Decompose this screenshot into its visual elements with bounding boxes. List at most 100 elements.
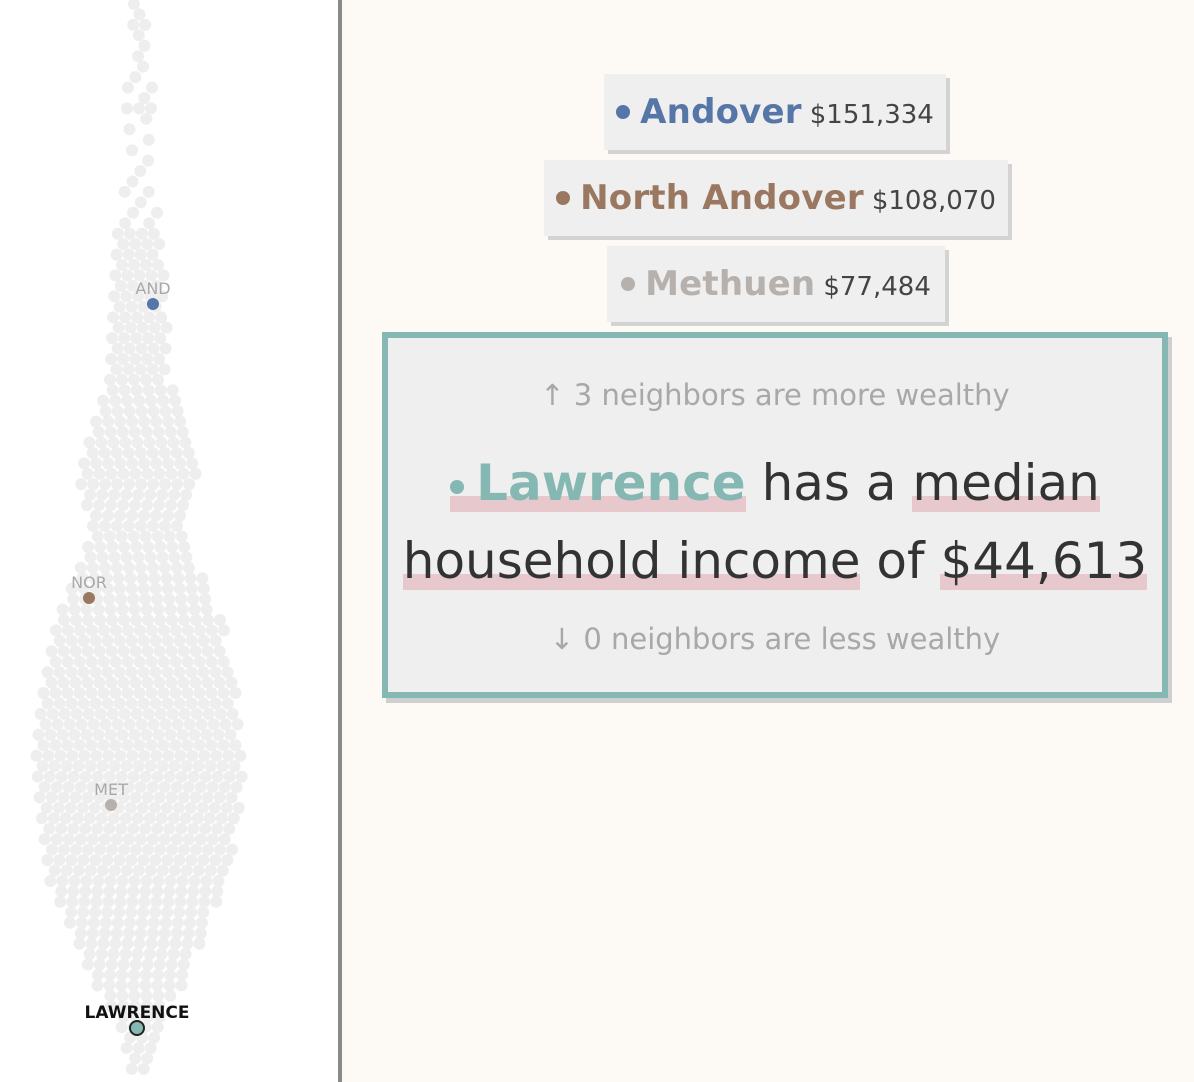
swarm-dot (221, 697, 234, 710)
swarm-dot (125, 854, 138, 867)
swarm-dot (177, 676, 190, 689)
swarm-dot (162, 415, 175, 428)
swarm-dot (158, 520, 171, 532)
swarm-dot-andover[interactable] (147, 298, 159, 310)
swarm-dot (89, 854, 102, 867)
swarm-dot (115, 530, 128, 543)
swarm-dot (66, 895, 79, 908)
swarm-dot-methuen[interactable] (105, 799, 117, 811)
swarm-dot-lawrence[interactable] (129, 1020, 145, 1036)
swarm-dot (113, 666, 126, 679)
swarm-dot (129, 1000, 142, 1013)
swarm-dot (214, 843, 226, 856)
swarm-dot (58, 843, 70, 856)
swarm-dot (147, 227, 160, 240)
swarm-dot (108, 760, 121, 773)
swarm-dot (131, 311, 144, 324)
swarm-dot (119, 311, 132, 324)
swarm-dot (146, 520, 159, 532)
swarm-dot (162, 749, 175, 762)
swarm-dot (79, 822, 92, 835)
swarm-dot (219, 718, 232, 731)
swarm-dot (139, 979, 152, 992)
swarm-dot (170, 927, 183, 940)
swarm-dot (159, 478, 172, 491)
neighbor-card-andover[interactable]: Andover $151,334 (604, 74, 946, 150)
swarm-dot (54, 749, 67, 762)
swarm-dot (121, 937, 134, 950)
swarm-dot (50, 781, 63, 793)
swarm-dot (162, 509, 174, 522)
swarm-dot (41, 697, 54, 710)
swarm-dot (113, 300, 126, 313)
swarm-dot (104, 603, 117, 616)
swarm-dot (217, 655, 230, 668)
swarm-dot (86, 927, 99, 940)
swarm-dot (53, 666, 66, 679)
swarm-dot (74, 781, 87, 793)
swarm-dot (213, 645, 226, 658)
swarm-dot (132, 50, 145, 63)
swarm-dot (143, 436, 156, 449)
swarm-dot (74, 927, 87, 940)
swarm-dot (143, 948, 156, 960)
swarm-dot (96, 760, 109, 773)
swarm-dot (153, 676, 166, 689)
swarm-dot (151, 593, 164, 606)
swarm-dot (108, 290, 121, 303)
swarm-dot (104, 875, 117, 887)
swarm-dot (123, 478, 136, 491)
swarm-dot (123, 916, 136, 929)
swarm-dot (143, 812, 156, 825)
swarm-dot (97, 687, 110, 699)
swarm-dot (129, 353, 142, 365)
swarm-dot (83, 436, 96, 449)
swarm-dot (133, 655, 146, 668)
swarm-dot (121, 624, 134, 637)
swarm-dot (197, 906, 210, 919)
swarm-dot (82, 843, 94, 856)
swarm-dot (226, 843, 238, 856)
swarm-dot (109, 937, 122, 950)
swarm-dot (215, 812, 228, 825)
swarm-dot (117, 791, 130, 804)
swarm-dot (160, 321, 173, 334)
swarm-dot (77, 634, 90, 647)
swarm-dot (82, 614, 94, 626)
swarm-dot (69, 676, 82, 689)
swarm-dot (134, 927, 147, 940)
swarm-dot (115, 979, 128, 992)
swarm-dot (59, 812, 72, 825)
swarm-dot (225, 791, 238, 804)
swarm-dot (207, 718, 220, 731)
swarm-dot (156, 290, 169, 303)
swarm-dot-north-andover[interactable] (83, 592, 95, 604)
swarm-dot (169, 739, 182, 752)
swarm-dot (139, 770, 152, 783)
swarm-dot (52, 801, 65, 814)
swarm-dot (175, 822, 188, 835)
swarm-dot (151, 885, 164, 898)
swarm-dot (53, 634, 66, 647)
swarm-dot (44, 875, 57, 887)
swarm-dot (170, 561, 183, 574)
swarm-dot (174, 895, 187, 908)
swarm-dot (111, 405, 124, 418)
swarm-dot (94, 707, 107, 720)
neighbor-card-north-andover[interactable]: North Andover $108,070 (544, 160, 1008, 236)
swarm-dot (168, 551, 181, 564)
neighbor-card-methuen[interactable]: Methuen $77,484 (607, 246, 945, 322)
swarm-dot (127, 822, 140, 835)
swarm-dot (120, 488, 133, 501)
swarm-dot (169, 624, 182, 637)
swarm-dot (91, 885, 104, 898)
swarm-dot (171, 478, 184, 491)
swarm-dot (210, 895, 223, 908)
swarm-dot (110, 248, 123, 261)
swarm-dot (151, 822, 164, 835)
swarm-dot (128, 968, 140, 981)
swarm-dot (185, 582, 198, 595)
swarm-dot (107, 311, 120, 324)
swarm-dot (221, 666, 234, 679)
swarm-dot (160, 801, 173, 814)
